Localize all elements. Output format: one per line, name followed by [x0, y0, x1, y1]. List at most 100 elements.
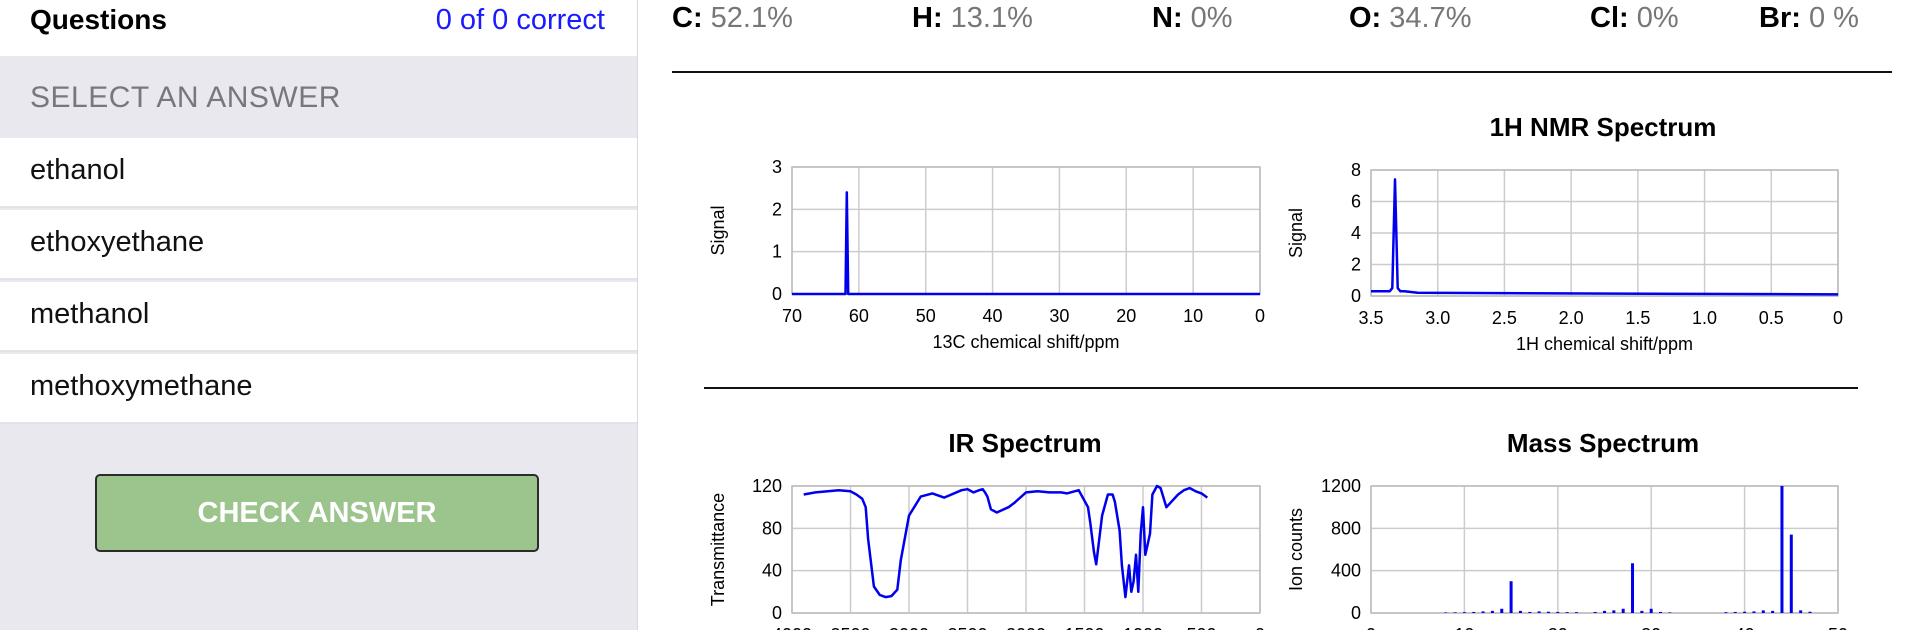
answer-option-methoxymethane[interactable]: methoxymethane [0, 354, 637, 424]
y-tick-label: 0 [1351, 603, 1361, 623]
check-answer-button[interactable]: CHECK ANSWER [95, 474, 539, 552]
y-axis-label: Ion counts [1286, 508, 1306, 591]
questions-header: Questions 0 of 0 correct [0, 0, 637, 56]
answer-label: ethoxyethane [30, 226, 205, 258]
x-tick-label: 60 [849, 306, 869, 326]
x-tick-label: 50 [1828, 625, 1848, 630]
y-axis-label: Signal [1286, 208, 1306, 258]
spectrum-trace [1371, 178, 1839, 296]
answer-label: methoxymethane [30, 370, 253, 402]
h1-nmr-title: 1H NMR Spectrum [1489, 112, 1717, 142]
element-percent: 34.7% [1389, 2, 1472, 34]
plot-frame [791, 485, 1261, 614]
y-tick-label: 120 [752, 476, 782, 496]
composition-hydrogen: H: 13.1% [912, 2, 1033, 35]
x-tick-label: 0 [1833, 308, 1843, 328]
c13-nmr-spectrum-chart: 70 60 50 40 30 20 10 0 0 1 2 3 13C chemical shift/pp… [708, 157, 1265, 352]
x-tick-label: 70 [782, 306, 802, 326]
x-tick-label: 30 [1641, 625, 1661, 630]
composition-oxygen: O: 34.7% [1349, 2, 1472, 35]
x-tick-label: 3000 [889, 625, 929, 630]
answer-option-ethoxyethane[interactable]: ethoxyethane [0, 210, 637, 280]
x-tick-label: 3500 [830, 625, 870, 630]
select-answer-label: SELECT AN ANSWER [30, 81, 341, 114]
y-tick-label: 1 [772, 242, 782, 262]
composition-divider [672, 71, 1892, 73]
y-tick-label: 2 [1351, 255, 1361, 275]
y-tick-label: 2 [772, 199, 782, 219]
y-tick-label: 400 [1331, 561, 1361, 581]
x-tick-label: 500 [1186, 625, 1216, 630]
answer-option-ethanol[interactable]: ethanol [0, 138, 637, 208]
y-tick-label: 80 [762, 518, 782, 538]
y-tick-label: 800 [1331, 518, 1361, 538]
spectrum-trace [803, 484, 1209, 599]
x-tick-label: 3.5 [1358, 308, 1383, 328]
x-tick-label: 2500 [947, 625, 987, 630]
element-percent: 13.1% [950, 2, 1033, 34]
plot-frame [791, 166, 1261, 295]
mass-spectrum-chart: 0 10 20 30 40 50 0 400 800 1200 Ion counts [1286, 476, 1848, 630]
ir-title: IR Spectrum [948, 428, 1102, 458]
element-percent: 0% [1636, 2, 1679, 34]
y-tick-label: 0 [1351, 286, 1361, 306]
y-tick-label: 40 [762, 561, 782, 581]
x-tick-label: 2.5 [1492, 308, 1517, 328]
x-tick-label: 0 [1255, 625, 1265, 630]
x-tick-label: 1.0 [1692, 308, 1717, 328]
element-symbol: Cl: [1590, 2, 1629, 34]
x-tick-label: 30 [1049, 306, 1069, 326]
element-percent: 0 % [1808, 2, 1859, 34]
y-axis-label: Transmittance [708, 493, 728, 606]
x-tick-label: 0.5 [1759, 308, 1784, 328]
x-tick-label: 20 [1548, 625, 1568, 630]
y-tick-label: 8 [1351, 160, 1361, 180]
questions-title: Questions [30, 4, 167, 35]
x-tick-label: 40 [983, 306, 1003, 326]
element-symbol: O: [1349, 2, 1382, 34]
h1-nmr-spectrum-chart: 3.5 3.0 2.5 2.0 1.5 1.0 0.5 0 0 2 4 6 8 1H chemical s… [1286, 160, 1843, 354]
element-percent: 0% [1190, 2, 1233, 34]
answer-label: ethanol [30, 154, 126, 186]
element-symbol: C: [672, 2, 703, 34]
plot-frame [1370, 485, 1839, 614]
element-symbol: N: [1152, 2, 1183, 34]
element-symbol: Br: [1759, 2, 1801, 34]
x-axis-label: 13C chemical shift/ppm [932, 332, 1119, 352]
x-tick-label: 2000 [1006, 625, 1046, 630]
x-tick-label: 0 [1255, 306, 1265, 326]
x-tick-label: 3.0 [1425, 308, 1450, 328]
answer-label: methanol [30, 298, 150, 330]
questions-panel: Questions 0 of 0 correct SELECT AN ANSWE… [0, 0, 638, 630]
element-symbol: H: [912, 2, 943, 34]
y-tick-label: 4 [1351, 223, 1361, 243]
spectrum-trace [792, 191, 1260, 296]
x-tick-label: 4000 [772, 625, 812, 630]
element-percent: 52.1% [710, 2, 793, 34]
composition-nitrogen: N: 0% [1152, 2, 1233, 35]
y-tick-label: 0 [772, 603, 782, 623]
plot-frame [1370, 169, 1839, 297]
x-tick-label: 2.0 [1559, 308, 1584, 328]
composition-bromine: Br: 0 % [1759, 2, 1859, 35]
x-tick-label: 40 [1735, 625, 1755, 630]
x-axis-label: 1H chemical shift/ppm [1516, 334, 1693, 354]
y-axis-label: Signal [708, 205, 728, 255]
x-tick-label: 0 [1366, 625, 1376, 630]
x-tick-label: 20 [1116, 306, 1136, 326]
x-tick-label: 10 [1454, 625, 1474, 630]
composition-chlorine: Cl: 0% [1590, 2, 1679, 35]
x-tick-label: 50 [916, 306, 936, 326]
x-tick-label: 1.5 [1625, 308, 1650, 328]
x-tick-label: 10 [1183, 306, 1203, 326]
y-tick-label: 6 [1351, 192, 1361, 212]
spectra-divider [704, 387, 1858, 389]
score-counter: 0 of 0 correct [435, 4, 605, 36]
x-tick-label: 1500 [1064, 625, 1104, 630]
composition-carbon: C: 52.1% [672, 2, 793, 35]
answer-option-methanol[interactable]: methanol [0, 282, 637, 352]
mass-title: Mass Spectrum [1506, 428, 1700, 458]
y-tick-label: 1200 [1321, 476, 1361, 496]
y-tick-label: 3 [772, 157, 782, 177]
